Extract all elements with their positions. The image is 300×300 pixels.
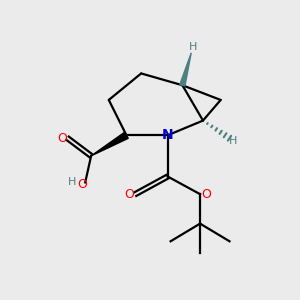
Text: H: H	[188, 42, 197, 52]
Text: O: O	[202, 188, 212, 201]
Polygon shape	[91, 132, 128, 156]
Text: N: N	[162, 128, 173, 142]
Text: O: O	[124, 188, 134, 201]
Text: O: O	[57, 132, 67, 145]
Text: O: O	[77, 178, 87, 191]
Polygon shape	[180, 53, 191, 86]
Text: H: H	[68, 177, 76, 188]
Text: H: H	[229, 136, 237, 146]
